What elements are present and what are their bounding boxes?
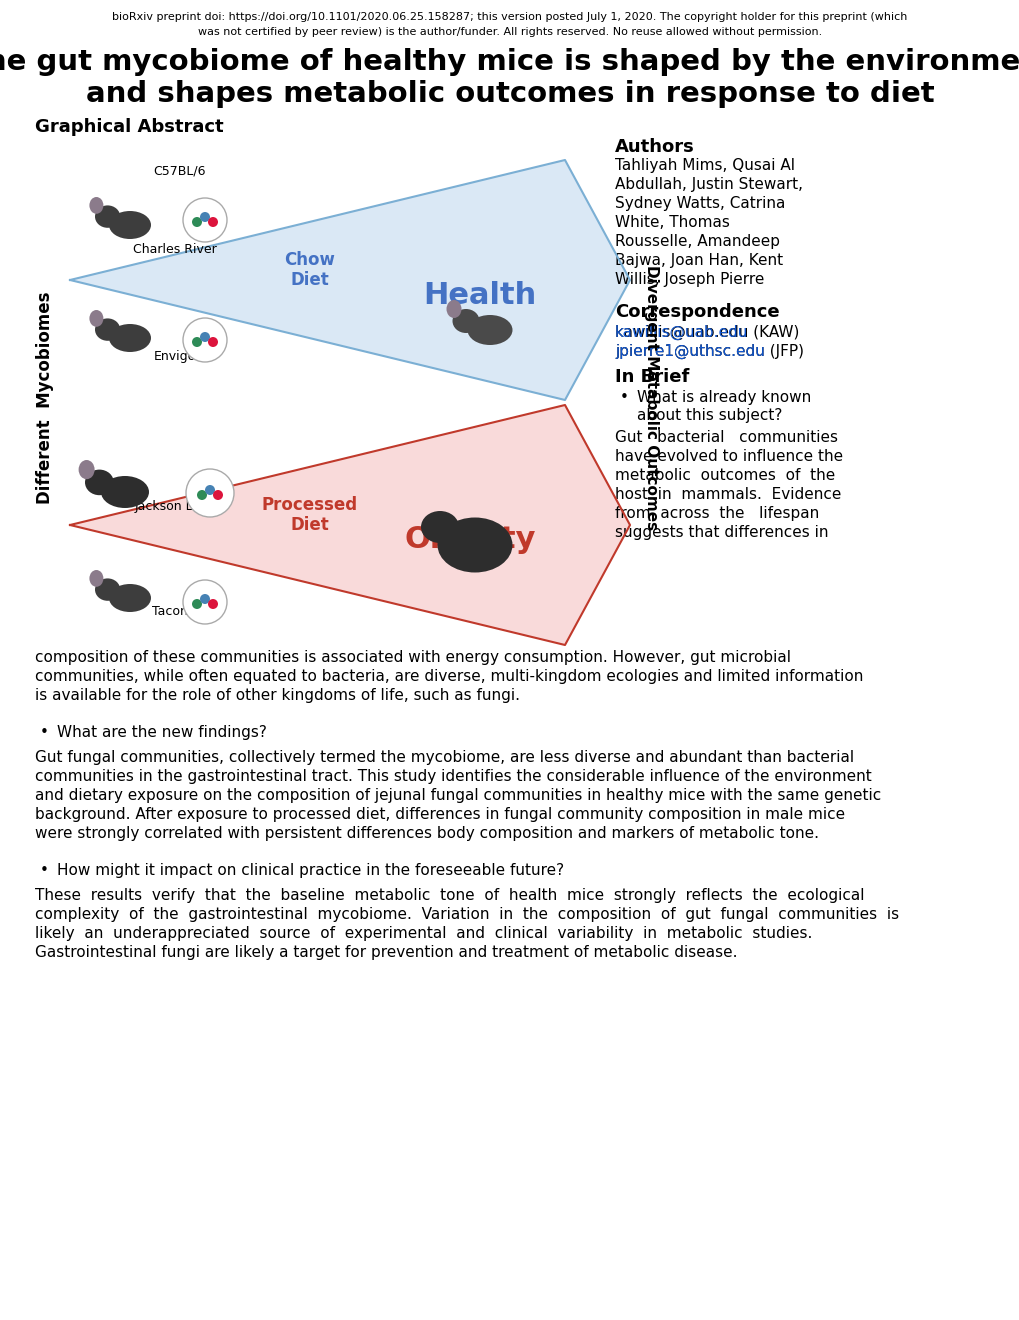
Text: What is already known: What is already known [637, 389, 810, 405]
Circle shape [208, 216, 218, 227]
Circle shape [213, 490, 223, 500]
Text: Abdullah, Justin Stewart,: Abdullah, Justin Stewart, [614, 177, 802, 191]
Ellipse shape [467, 315, 512, 345]
Circle shape [192, 337, 202, 347]
Circle shape [182, 318, 227, 362]
Ellipse shape [95, 206, 120, 228]
Text: What are the new findings?: What are the new findings? [57, 725, 267, 741]
Text: bioRxiv preprint doi: https://doi.org/10.1101/2020.06.25.158287; this version po: bioRxiv preprint doi: https://doi.org/10… [112, 12, 907, 22]
Text: Divergent Metabolic Outcomes: Divergent Metabolic Outcomes [644, 265, 659, 531]
Circle shape [205, 484, 215, 495]
Text: jpierre1@uthsc.edu: jpierre1@uthsc.edu [614, 345, 764, 359]
Text: Willis, Joseph Pierre: Willis, Joseph Pierre [614, 272, 763, 286]
Text: and shapes metabolic outcomes in response to diet: and shapes metabolic outcomes in respons… [86, 81, 933, 108]
Text: •: • [620, 389, 629, 405]
Ellipse shape [85, 470, 114, 495]
Text: Different  Mycobiomes: Different Mycobiomes [36, 292, 54, 504]
Text: Jackson Labs: Jackson Labs [135, 500, 215, 513]
Text: from  across  the   lifespan: from across the lifespan [614, 506, 818, 521]
Text: Obesity: Obesity [404, 525, 535, 554]
Text: C57BL/6: C57BL/6 [154, 165, 206, 178]
Text: Taconic: Taconic [152, 605, 198, 618]
Text: about this subject?: about this subject? [637, 408, 782, 422]
Ellipse shape [90, 310, 103, 327]
Circle shape [192, 216, 202, 227]
Text: were strongly correlated with persistent differences body composition and marker: were strongly correlated with persistent… [35, 826, 818, 841]
Text: communities, while often equated to bacteria, are diverse, multi-kingdom ecologi: communities, while often equated to bact… [35, 669, 862, 684]
Text: Charles River: Charles River [133, 243, 217, 256]
Text: Tahliyah Mims, Qusai Al: Tahliyah Mims, Qusai Al [614, 158, 794, 173]
Text: White, Thomas: White, Thomas [614, 215, 730, 230]
Ellipse shape [78, 459, 95, 479]
Circle shape [197, 490, 207, 500]
Text: Authors: Authors [614, 139, 694, 156]
Circle shape [200, 213, 210, 222]
Circle shape [185, 469, 233, 517]
Text: Health: Health [423, 281, 536, 309]
Text: Processed
Diet: Processed Diet [262, 495, 358, 535]
Polygon shape [565, 160, 630, 400]
Text: complexity  of  the  gastrointestinal  mycobiome.  Variation  in  the  compositi: complexity of the gastrointestinal mycob… [35, 907, 898, 921]
Text: How might it impact on clinical practice in the foreseeable future?: How might it impact on clinical practice… [57, 863, 564, 878]
Ellipse shape [95, 318, 120, 341]
Circle shape [182, 579, 227, 624]
Text: Sydney Watts, Catrina: Sydney Watts, Catrina [614, 195, 785, 211]
Text: Gut fungal communities, collectively termed the mycobiome, are less diverse and : Gut fungal communities, collectively ter… [35, 750, 853, 766]
Text: These  results  verify  that  the  baseline  metabolic  tone  of  health  mice  : These results verify that the baseline m… [35, 888, 864, 903]
Ellipse shape [109, 211, 151, 239]
Text: kawillis@uab.edu (KAW): kawillis@uab.edu (KAW) [614, 325, 799, 341]
Ellipse shape [90, 197, 103, 214]
Circle shape [208, 599, 218, 609]
Text: Gut   bacterial   communities: Gut bacterial communities [614, 430, 838, 445]
Text: •: • [40, 725, 49, 741]
Ellipse shape [452, 309, 479, 333]
Ellipse shape [95, 578, 120, 601]
Ellipse shape [446, 300, 461, 318]
Ellipse shape [101, 477, 149, 508]
Circle shape [182, 198, 227, 242]
Text: background. After exposure to processed diet, differences in fungal community co: background. After exposure to processed … [35, 807, 845, 822]
Text: was not certified by peer review) is the author/funder. All rights reserved. No : was not certified by peer review) is the… [198, 26, 821, 37]
Text: have evolved to influence the: have evolved to influence the [614, 449, 843, 465]
Text: and dietary exposure on the composition of jejunal fungal communities in healthy: and dietary exposure on the composition … [35, 788, 880, 803]
Circle shape [200, 333, 210, 342]
Text: communities in the gastrointestinal tract. This study identifies the considerabl: communities in the gastrointestinal trac… [35, 770, 871, 784]
Circle shape [192, 599, 202, 609]
Text: Envigo: Envigo [154, 350, 196, 363]
Text: Correspondence: Correspondence [614, 304, 779, 321]
Ellipse shape [109, 583, 151, 612]
Text: Graphical Abstract: Graphical Abstract [35, 117, 223, 136]
Text: likely  an  underappreciated  source  of  experimental  and  clinical  variabili: likely an underappreciated source of exp… [35, 927, 811, 941]
Text: In Brief: In Brief [614, 368, 689, 385]
Text: composition of these communities is associated with energy consumption. However,: composition of these communities is asso… [35, 649, 790, 665]
Text: metabolic  outcomes  of  the: metabolic outcomes of the [614, 469, 835, 483]
Ellipse shape [90, 570, 103, 587]
Text: Bajwa, Joan Han, Kent: Bajwa, Joan Han, Kent [614, 253, 783, 268]
Text: Gastrointestinal fungi are likely a target for prevention and treatment of metab: Gastrointestinal fungi are likely a targ… [35, 945, 737, 960]
Circle shape [208, 337, 218, 347]
Ellipse shape [437, 517, 512, 573]
Text: Chow
Diet: Chow Diet [284, 251, 335, 289]
Polygon shape [70, 160, 565, 400]
Circle shape [200, 594, 210, 605]
Text: host  in  mammals.  Evidence: host in mammals. Evidence [614, 487, 841, 502]
Text: jpierre1@uthsc.edu (JFP): jpierre1@uthsc.edu (JFP) [614, 345, 803, 359]
Text: kawillis@uab.edu: kawillis@uab.edu [614, 325, 748, 341]
Ellipse shape [421, 511, 459, 543]
Text: The gut mycobiome of healthy mice is shaped by the environment: The gut mycobiome of healthy mice is sha… [0, 48, 1019, 77]
Text: Rousselle, Amandeep: Rousselle, Amandeep [614, 234, 780, 249]
Polygon shape [565, 405, 630, 645]
Polygon shape [70, 405, 565, 645]
Text: suggests that differences in: suggests that differences in [614, 525, 827, 540]
Ellipse shape [109, 323, 151, 352]
Text: •: • [40, 863, 49, 878]
Text: is available for the role of other kingdoms of life, such as fungi.: is available for the role of other kingd… [35, 688, 520, 704]
